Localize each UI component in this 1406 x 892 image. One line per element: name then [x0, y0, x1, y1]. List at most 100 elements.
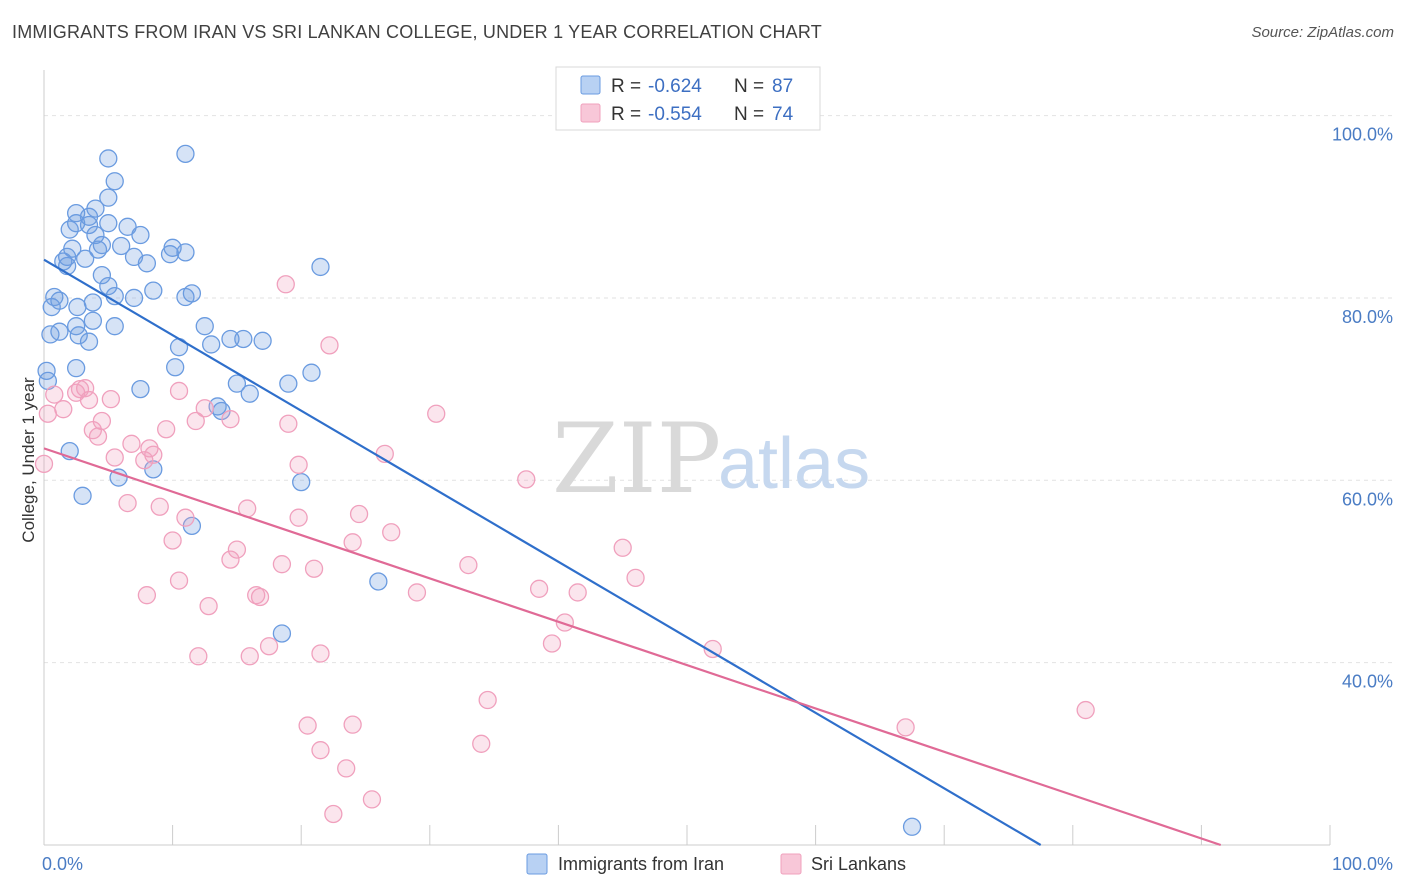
point-sri-lankans	[101, 389, 121, 409]
data-points	[34, 144, 1095, 836]
point-sri-lankans	[472, 734, 491, 753]
point-sri-lankans	[176, 508, 195, 527]
point-sri-lankans	[34, 454, 54, 474]
point-sri-lankans	[459, 555, 478, 575]
point-sri-lankans	[703, 639, 722, 659]
point-iran	[272, 624, 292, 643]
point-iran	[105, 172, 124, 191]
point-sri-lankans	[311, 644, 330, 663]
point-sri-lankans	[227, 540, 247, 559]
point-sri-lankans	[289, 508, 308, 527]
point-iran	[144, 281, 163, 300]
legend-r-value-iran: -0.624	[648, 76, 702, 97]
trend-lines	[43, 258, 1222, 847]
point-sri-lankans	[221, 550, 240, 569]
point-sri-lankans	[427, 404, 446, 423]
point-iran	[131, 379, 150, 399]
point-iran	[88, 240, 108, 259]
point-sri-lankans	[349, 504, 369, 524]
series-label-sri-lankans: Sri Lankans	[811, 854, 906, 874]
point-sri-lankans	[221, 410, 240, 429]
point-iran	[99, 149, 118, 168]
point-iran	[79, 332, 99, 351]
point-sri-lankans	[79, 390, 99, 410]
point-sri-lankans	[76, 379, 95, 398]
point-iran	[902, 817, 922, 836]
point-sri-lankans	[169, 571, 189, 590]
axes	[43, 70, 1331, 846]
point-sri-lankans	[259, 637, 279, 656]
chart-title: IMMIGRANTS FROM IRAN VS SRI LANKAN COLLE…	[12, 22, 822, 42]
point-iran	[99, 276, 118, 296]
legend-n-value-iran: 87	[772, 76, 793, 97]
point-sri-lankans	[1076, 700, 1095, 720]
point-iran	[221, 329, 240, 349]
point-iran	[176, 287, 195, 307]
legend-r-label-iran: R =	[611, 76, 641, 97]
point-sri-lankans	[568, 583, 587, 602]
point-sri-lankans	[555, 613, 574, 632]
point-iran	[42, 297, 61, 317]
point-sri-lankans	[54, 400, 73, 419]
point-iran	[137, 254, 157, 273]
point-iran	[60, 220, 79, 239]
point-iran	[240, 384, 259, 403]
y-tick-label: 100.0%	[1332, 125, 1393, 145]
point-sri-lankans	[343, 533, 362, 552]
point-sri-lankans	[626, 568, 645, 588]
point-iran	[195, 317, 214, 336]
point-sri-lankans	[324, 804, 343, 824]
point-sri-lankans	[279, 414, 298, 433]
point-sri-lankans	[343, 715, 362, 734]
point-sri-lankans	[613, 538, 632, 557]
y-tick-label: 80.0%	[1342, 307, 1393, 327]
point-sri-lankans	[240, 647, 259, 666]
point-sri-lankans	[272, 555, 292, 574]
point-iran	[202, 335, 221, 354]
point-sri-lankans	[195, 399, 214, 418]
point-sri-lankans	[896, 718, 915, 737]
point-sri-lankans	[289, 455, 308, 474]
point-sri-lankans	[163, 531, 182, 550]
legend-n-label-iran: N =	[734, 76, 764, 97]
point-iran	[112, 236, 131, 256]
point-sri-lankans	[542, 634, 562, 653]
point-sri-lankans	[320, 336, 339, 355]
point-iran	[279, 374, 298, 393]
point-iran	[79, 215, 99, 235]
point-iran	[67, 358, 86, 378]
point-iran	[292, 472, 311, 492]
point-sri-lankans	[137, 586, 157, 605]
point-iran	[69, 326, 88, 345]
x-tick-labels: 0.0% 100.0%	[42, 854, 1393, 874]
point-iran	[176, 144, 195, 164]
point-iran	[166, 358, 185, 377]
point-sri-lankans	[157, 420, 176, 439]
series-swatch-sri-lankans	[780, 853, 802, 875]
legend-swatch-sri-lankans	[580, 103, 601, 123]
watermark-zip: ZIP	[552, 403, 721, 515]
point-sri-lankans	[199, 596, 218, 616]
point-sri-lankans	[311, 741, 330, 760]
watermark-atlas: atlas	[718, 424, 870, 504]
point-sri-lankans	[529, 579, 549, 598]
legend-n-value-sri: 74	[772, 104, 794, 125]
point-sri-lankans	[88, 427, 108, 446]
point-sri-lankans	[186, 411, 205, 431]
point-iran	[105, 317, 124, 336]
point-iran	[311, 257, 330, 277]
point-sri-lankans	[105, 448, 124, 467]
point-sri-lankans	[276, 275, 295, 294]
point-iran	[176, 243, 195, 262]
point-sri-lankans	[118, 493, 137, 513]
x-tick-label: 0.0%	[42, 854, 83, 874]
point-iran	[124, 288, 144, 308]
point-sri-lankans	[250, 587, 270, 607]
point-sri-lankans	[362, 790, 382, 809]
point-sri-lankans	[169, 381, 189, 401]
y-tick-label: 60.0%	[1342, 489, 1393, 509]
point-iran	[160, 245, 180, 264]
point-sri-lankans	[382, 523, 401, 542]
point-iran	[83, 311, 103, 330]
